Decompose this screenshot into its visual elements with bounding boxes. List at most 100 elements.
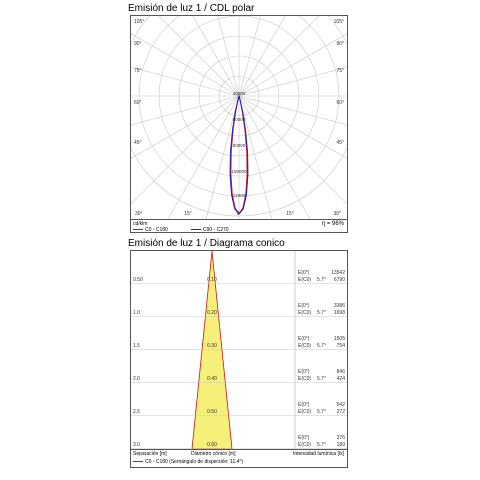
light-cone	[191, 251, 233, 449]
e0-value: 13542	[331, 270, 345, 276]
cone-legend-swatch	[133, 461, 143, 463]
polar-grid-spoke	[192, 16, 240, 97]
polar-grid-spoke	[131, 95, 240, 205]
ec0-value: 272	[337, 409, 346, 415]
e0-label: E(0°)	[298, 402, 310, 408]
ec0-label: E(C0)	[298, 310, 311, 316]
polar-grid-spoke	[238, 95, 273, 220]
angle-label-right: 90°	[336, 41, 344, 47]
polar-grid-spoke	[238, 95, 311, 220]
angle-label: 5.7°	[317, 409, 326, 415]
diameter-label: 0.60	[207, 442, 217, 448]
ec0-value: 424	[337, 376, 346, 382]
polar-grid-spoke	[131, 33, 240, 97]
diameter-header: Diámetro cónico [m]	[191, 451, 236, 457]
angle-label-right: 75°	[336, 68, 344, 74]
radial-tick-label: 60000	[233, 117, 246, 122]
separation-header: Separación [m]	[133, 451, 167, 457]
polar-curves	[229, 94, 249, 215]
legend-item-c90: C90 - C270	[191, 227, 229, 233]
angle-label-left: 105°	[134, 19, 144, 25]
cone-chart-title: Emisión de luz 1 / Diagrama conico	[128, 238, 285, 249]
polar-grid-spoke	[205, 95, 240, 220]
angle-label-left: 45°	[134, 140, 142, 146]
cone-footer: Separación [m] Diámetro cónico [m] Inten…	[130, 449, 348, 468]
cone-legend-label: C0 - C180 (Semángulo de dispersión: 11.4…	[145, 459, 244, 465]
angle-label-left: 75°	[134, 68, 142, 74]
separation-label: 3.0	[133, 442, 140, 448]
ec0-value: 189	[337, 442, 346, 448]
polar-series-c90-c270	[229, 94, 249, 215]
ec0-value: 6790	[334, 277, 345, 283]
polar-grid-spoke	[217, 16, 240, 97]
angle-label: 5.7°	[317, 442, 326, 448]
e0-label: E(0°)	[298, 435, 310, 441]
ec0-value: 754	[337, 343, 346, 349]
ec0-label: E(C0)	[298, 277, 311, 283]
e0-value: 1505	[334, 336, 345, 342]
angle-label: 5.7°	[317, 310, 326, 316]
polar-grid-spoke	[131, 95, 240, 126]
legend-label-c90: C90 - C270	[203, 227, 229, 233]
angle-label-bottom: 30°	[333, 211, 341, 217]
polar-grid-spoke	[131, 95, 240, 159]
polar-grid-spoke	[131, 66, 240, 97]
legend-swatch-c0	[133, 229, 143, 231]
polar-labels: 105° 90° 75° 60° 45° 105° 90° 75° 60° 45° 30° 15° 0°…	[134, 19, 344, 217]
angle-label-left: 60°	[134, 100, 142, 106]
polar-grid-spoke	[238, 33, 347, 97]
efficiency-label: η = 96%	[321, 221, 344, 227]
separation-label: 2.5	[133, 409, 140, 415]
separation-label: 1.0	[133, 310, 140, 316]
polar-grid-spoke	[238, 95, 347, 205]
ec0-value: 1698	[334, 310, 345, 316]
intensity-header: Intensidad lumínica [lx]	[293, 451, 344, 457]
legend-swatch-c90	[191, 229, 201, 231]
angle-label: 5.7°	[317, 376, 326, 382]
diameter-label: 0.40	[207, 376, 217, 382]
legend-item-c0: C0 - C180	[133, 227, 168, 233]
radial-tick-label: 100000	[231, 169, 247, 174]
diameter-label: 0.10	[207, 277, 217, 283]
diameter-label: 0.50	[207, 409, 217, 415]
e0-label: E(0°)	[298, 270, 310, 276]
polar-grid-spoke	[167, 95, 240, 220]
angle-label-left: 90°	[134, 41, 142, 47]
ec0-label: E(C0)	[298, 343, 311, 349]
e0-value: 376	[337, 435, 346, 441]
angle-label-bottom: 0°	[237, 211, 242, 217]
ec0-label: E(C0)	[298, 376, 311, 382]
angle-label-right: 60°	[336, 100, 344, 106]
e0-value: 846	[337, 369, 346, 375]
diameter-label: 0.30	[207, 343, 217, 349]
angle-label: 5.7°	[317, 277, 326, 283]
diameter-label: 0.20	[207, 310, 217, 316]
e0-label: E(0°)	[298, 336, 310, 342]
polar-grid-spoke	[238, 66, 347, 97]
e0-label: E(0°)	[298, 303, 310, 309]
angle-label-right: 45°	[336, 140, 344, 146]
cone-legend-item: C0 - C180 (Semángulo de dispersión: 11.4…	[133, 459, 243, 465]
angle-label: 5.7°	[317, 343, 326, 349]
polar-chart-svg: 105° 90° 75° 60° 45° 105° 90° 75° 60° 45° 30° 15° 0°…	[131, 16, 347, 220]
cone-chart-frame: 0.50 0.10 E(0°) E(C0) 5.7° 13542 6790 1.0 0.20 E(…	[130, 250, 348, 450]
angle-label-right: 105°	[334, 19, 344, 25]
angle-label-bottom: 30°	[135, 211, 143, 217]
radial-tick-label: 40000	[233, 91, 246, 96]
polar-chart-title: Emisión de luz 1 / CDL polar	[128, 3, 255, 14]
polar-chart-frame: 105° 90° 75° 60° 45° 105° 90° 75° 60° 45° 30° 15° 0°…	[130, 15, 348, 233]
polar-grid-spoke	[238, 95, 347, 159]
e0-value: 3386	[334, 303, 345, 309]
polar-grid-spoke	[158, 16, 240, 97]
ec0-label: E(C0)	[298, 409, 311, 415]
polar-legend-box: cd/klm η = 96% C0 - C180 C90 - C270	[130, 219, 348, 233]
angle-label-bottom: 15°	[286, 211, 294, 217]
polar-grid	[131, 16, 347, 220]
separation-label: 0.50	[133, 277, 143, 283]
legend-label-c0: C0 - C180	[145, 227, 168, 233]
radial-tick-label: 80000	[233, 143, 246, 148]
separation-label: 2.0	[133, 376, 140, 382]
ec0-label: E(C0)	[298, 442, 311, 448]
separation-label: 1.5	[133, 343, 140, 349]
